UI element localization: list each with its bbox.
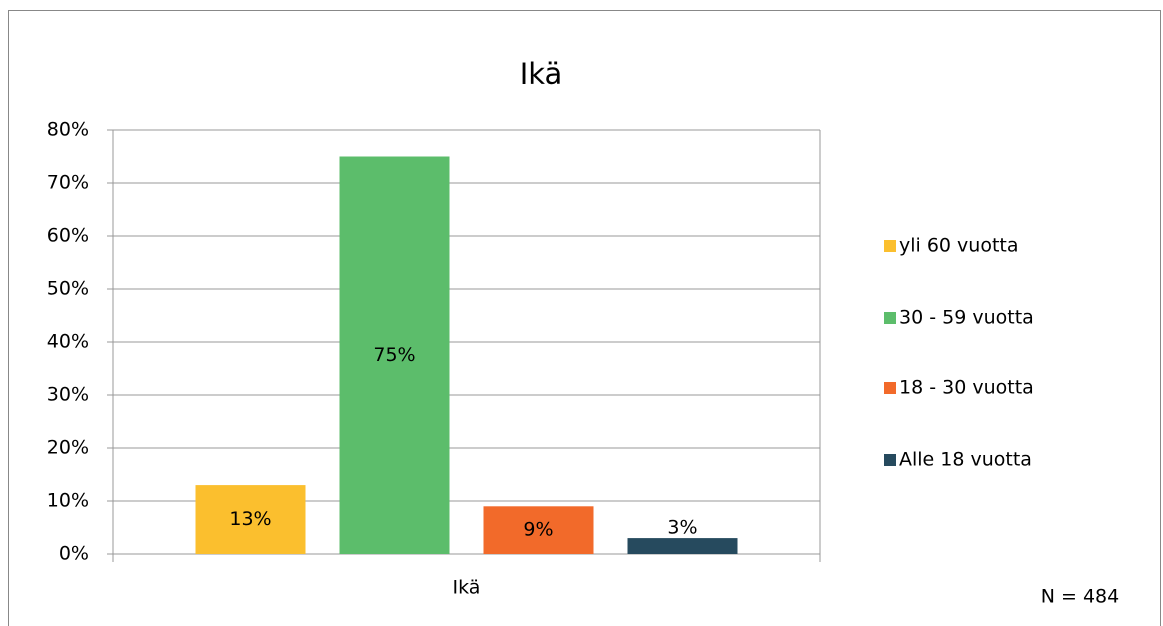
data-label: 13% bbox=[229, 508, 271, 530]
bar bbox=[483, 506, 594, 554]
y-tick-label: 10% bbox=[47, 490, 89, 512]
x-tick-label: Ikä bbox=[453, 577, 481, 599]
legend-swatch bbox=[884, 312, 896, 324]
y-tick-label: 40% bbox=[47, 331, 89, 353]
legend-label: yli 60 vuotta bbox=[899, 235, 1019, 257]
y-tick-label: 0% bbox=[59, 543, 89, 565]
legend-label: Alle 18 vuotta bbox=[899, 449, 1032, 471]
y-tick-label: 80% bbox=[47, 119, 89, 141]
y-tick-label: 70% bbox=[47, 172, 89, 194]
legend-label: 30 - 59 vuotta bbox=[899, 307, 1034, 329]
legend-label: 18 - 30 vuotta bbox=[899, 377, 1034, 399]
legend-swatch bbox=[884, 240, 896, 252]
data-label: 9% bbox=[523, 519, 553, 541]
annotation: N = 484 bbox=[1041, 586, 1119, 608]
y-tick-label: 60% bbox=[47, 225, 89, 247]
bar bbox=[339, 156, 450, 554]
data-label: 3% bbox=[667, 517, 697, 539]
legend-swatch bbox=[884, 454, 896, 466]
legend-swatch bbox=[884, 382, 896, 394]
bar bbox=[195, 485, 306, 554]
bar bbox=[627, 538, 738, 554]
y-tick-label: 20% bbox=[47, 437, 89, 459]
chart-title: Ikä bbox=[520, 57, 563, 91]
y-tick-label: 30% bbox=[47, 384, 89, 406]
data-label: 75% bbox=[373, 344, 415, 366]
y-tick-label: 50% bbox=[47, 278, 89, 300]
